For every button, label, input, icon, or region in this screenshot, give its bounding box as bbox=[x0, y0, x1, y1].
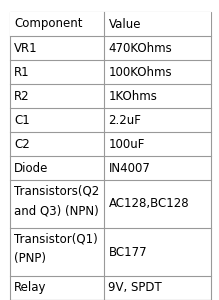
Text: C2: C2 bbox=[14, 137, 30, 151]
Text: Transistor(Q1)
(PNP): Transistor(Q1) (PNP) bbox=[14, 233, 98, 265]
Text: C1: C1 bbox=[14, 113, 30, 127]
Text: Value: Value bbox=[108, 17, 141, 31]
Text: IN4007: IN4007 bbox=[108, 161, 150, 175]
Text: 100uF: 100uF bbox=[108, 137, 145, 151]
Text: Transistors(Q2
and Q3) (NPN): Transistors(Q2 and Q3) (NPN) bbox=[14, 185, 99, 217]
Text: Diode: Diode bbox=[14, 161, 48, 175]
Text: 1KOhms: 1KOhms bbox=[108, 89, 157, 103]
Text: Component: Component bbox=[14, 17, 83, 31]
Text: 2.2uF: 2.2uF bbox=[108, 113, 141, 127]
Text: BC177: BC177 bbox=[108, 245, 147, 259]
Text: 9V, SPDT: 9V, SPDT bbox=[108, 281, 162, 295]
Text: VR1: VR1 bbox=[14, 41, 38, 55]
Text: R2: R2 bbox=[14, 89, 30, 103]
Text: 470KOhms: 470KOhms bbox=[108, 41, 172, 55]
Bar bbox=[10, 12, 211, 36]
Text: R1: R1 bbox=[14, 65, 30, 79]
Text: AC128,BC128: AC128,BC128 bbox=[108, 197, 189, 211]
Text: 100KOhms: 100KOhms bbox=[108, 65, 172, 79]
Text: Relay: Relay bbox=[14, 281, 46, 295]
